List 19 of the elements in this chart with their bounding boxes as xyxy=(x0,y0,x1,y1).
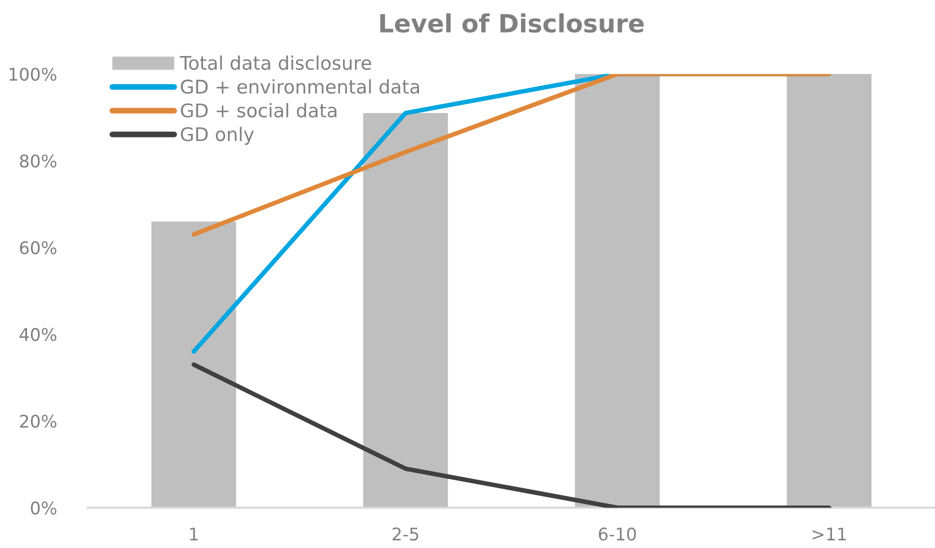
chart-title: Level of Disclosure xyxy=(380,13,644,33)
y-tick-label: 80% xyxy=(20,154,56,168)
y-tick-label: 0% xyxy=(30,501,56,515)
bar xyxy=(574,74,660,508)
y-tick-label: 100% xyxy=(10,68,56,81)
y-tick-label: 20% xyxy=(20,414,56,428)
x-tick-label: 1 xyxy=(190,528,198,540)
x-tick-label: >11 xyxy=(812,528,846,540)
bar xyxy=(151,221,236,508)
legend-label: GD only xyxy=(180,126,254,145)
x-tick-label: 6-10 xyxy=(598,527,636,541)
y-tick-label: 40% xyxy=(20,328,56,342)
legend-label: GD + environmental data xyxy=(180,79,420,94)
legend-label: GD + social data xyxy=(180,103,336,118)
x-tick-label: 2-5 xyxy=(392,527,418,541)
bar xyxy=(363,113,448,508)
bar xyxy=(786,74,872,508)
legend-label: Total data disclosure xyxy=(180,55,372,70)
y-tick-label: 60% xyxy=(20,241,56,254)
